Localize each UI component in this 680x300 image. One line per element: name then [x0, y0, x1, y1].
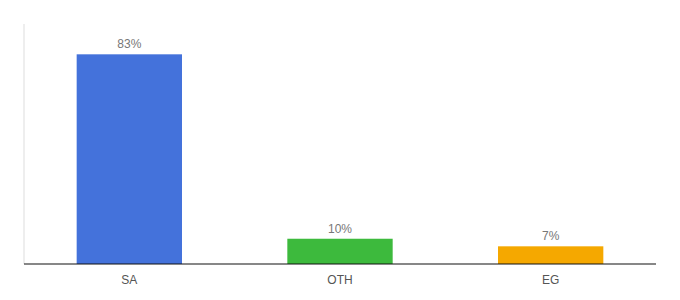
plot-area	[24, 24, 603, 264]
y-range-line	[24, 24, 25, 264]
bar	[498, 246, 603, 264]
bars	[77, 54, 604, 264]
bar	[77, 54, 182, 264]
chart-container: 83% 10% 7% SA OTH EG	[0, 0, 680, 300]
x-axis-line	[24, 263, 656, 264]
data-label: 83%	[117, 37, 141, 51]
bar	[287, 239, 392, 264]
x-tick-label: SA	[121, 273, 137, 287]
chart-svg: 83% 10% 7% SA OTH EG	[0, 0, 680, 300]
data-label: 7%	[542, 229, 560, 243]
data-label: 10%	[328, 222, 352, 236]
x-tick-label: EG	[542, 273, 559, 287]
x-tick-label: OTH	[327, 273, 352, 287]
